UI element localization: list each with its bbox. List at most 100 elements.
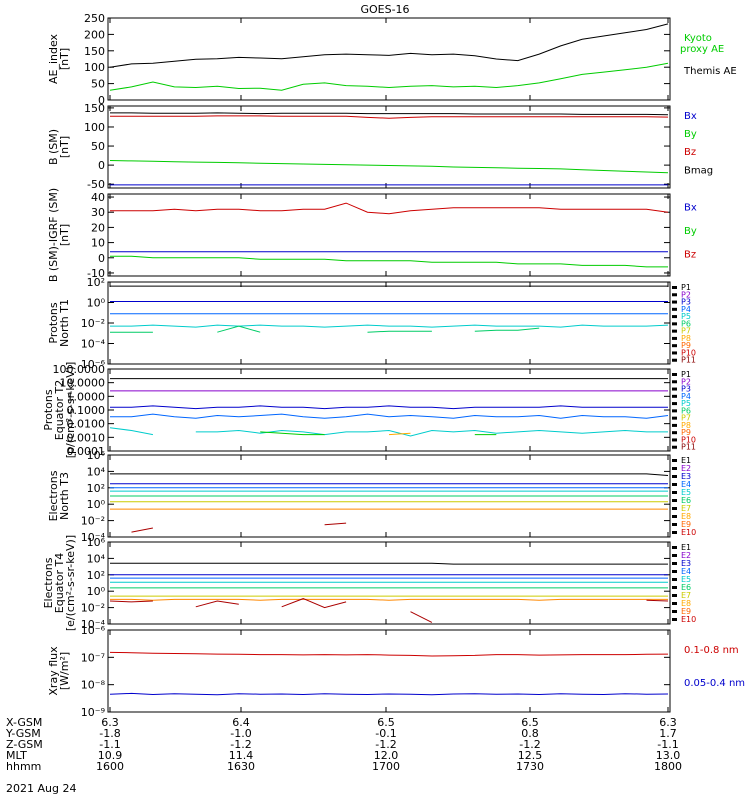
legend-swatch [672, 431, 677, 435]
footer-row-value: -1.8 [99, 727, 120, 740]
legend-swatch [672, 438, 677, 442]
y-axis-label-line: [nT] [58, 136, 71, 158]
legend-swatch [672, 380, 677, 384]
y-axis-label: B (SM)-IGRF (SM)[nT] [47, 188, 71, 282]
legend-swatch [672, 445, 677, 449]
legend-entry: E5 [681, 488, 691, 497]
legend-swatch [672, 507, 677, 510]
legend-entry-line: Bmag [684, 165, 713, 176]
legend-swatch [672, 344, 677, 348]
panel-frame [107, 193, 671, 277]
ytick-label: 10⁴ [87, 552, 106, 565]
footer-row-label: MLT [6, 749, 27, 762]
series-line-0 [110, 202, 669, 215]
y-axis-label-line: North T1 [58, 299, 71, 347]
legend-swatch [672, 570, 677, 573]
ytick-label: 10⁻⁴ [81, 531, 106, 544]
legend-entry: E4 [681, 567, 691, 576]
ytick-label: 100 [84, 61, 105, 74]
series-line-1 [109, 692, 669, 696]
footer-row-label: hhmm [6, 760, 41, 773]
ytick-label: -10 [87, 267, 105, 280]
panel-electrons_t4: 10⁻⁴ 10⁻² 10⁰ 10² 10⁴ 10⁶ ElectronsEquator T4[… [42, 535, 696, 631]
legend-entry: P7 [681, 327, 691, 336]
legend-entry: P7 [681, 414, 691, 423]
y-axis-label: B (SM)[nT] [47, 129, 71, 165]
panel-frame [107, 17, 671, 101]
series-line-5 [260, 431, 497, 436]
legend-entry: P11 [681, 356, 696, 365]
legend-entry: 0.05-0.4 nm [684, 678, 745, 689]
ytick-label: 10 [91, 237, 105, 250]
panel-frame [107, 454, 671, 538]
footer-row-value: 13.0 [656, 749, 681, 762]
legend-entry: E2 [681, 464, 691, 473]
legend-entry: P3 [681, 298, 691, 307]
legend-entry: E6 [681, 583, 691, 592]
y-axis-label-line: Protons [42, 389, 55, 430]
panel-frame [107, 281, 671, 365]
footer-row-value: 6.4 [232, 716, 250, 729]
y-axis-label-line: [p/(cm²-s-sr-keV)] [64, 362, 77, 459]
legend-entry-line: Bz [684, 147, 696, 158]
legend-entry: E7 [681, 504, 691, 513]
series-line-2 [110, 405, 668, 410]
ytick-label: 0 [98, 252, 105, 265]
legend-entry: E7 [681, 591, 691, 600]
y-axis-label: ProtonsNorth T1 [47, 299, 71, 347]
legend-entry: E8 [681, 599, 691, 608]
legend-entry: P10 [681, 348, 696, 357]
series-line-3 [110, 413, 669, 419]
legend-entry-line: Themis AE [683, 66, 737, 77]
ytick-label: 10⁻⁴ [81, 338, 106, 351]
panel-bsm: -50 0 50 100 150 B (SM)[nT] Bx By Bz Bmag [47, 102, 713, 191]
series-line-2 [109, 160, 669, 174]
legend-entry: Bmag [684, 165, 713, 176]
legend-entry: E3 [681, 472, 691, 481]
footer-row-value: -1.1 [657, 738, 678, 751]
legend-entry: P10 [681, 435, 696, 444]
y-axis-label-line: Electrons [42, 557, 55, 608]
legend-entry: E4 [681, 480, 691, 489]
ytick-label: 10² [87, 276, 105, 289]
legend-entry-line: Bx [684, 111, 697, 122]
legend-entry: E1 [681, 456, 691, 465]
legend-entry-line: 0.05-0.4 nm [684, 678, 745, 689]
footer-row-value: -1.1 [99, 738, 120, 751]
footer-row-value: 6.3 [659, 716, 677, 729]
legend-swatch [672, 307, 677, 311]
y-axis-label-line: B (SM) [47, 129, 60, 165]
y-axis-label: ProtonsEquator T2[p/(cm²-s-sr-keV)] [42, 362, 77, 459]
footer-row-value: 12.0 [374, 749, 399, 762]
legend-entry: E9 [681, 607, 691, 616]
legend-entry: E10 [681, 528, 696, 537]
ytick-label: 20 [91, 221, 105, 234]
footer-row-value: 6.5 [377, 716, 395, 729]
ytick-label: 10⁻⁷ [81, 651, 105, 664]
legend-entry: P8 [681, 334, 691, 343]
legend-swatch [672, 394, 677, 398]
ytick-label: 10⁶ [87, 536, 106, 549]
footer-row-value: 6.5 [521, 716, 539, 729]
footer-row-value: 1800 [654, 760, 682, 773]
legend-entry: E2 [681, 551, 691, 560]
footer-row-label: Y-GSM [5, 727, 41, 740]
legend-entry: P8 [681, 421, 691, 430]
y-axis-label-line: AE_index [47, 33, 60, 84]
ytick-label: 100.0000 [53, 363, 106, 376]
ytick-label: 0.0001 [67, 445, 106, 458]
series-line-0 [109, 23, 669, 68]
legend-entry-line: Bz [684, 249, 696, 260]
legend-entry-line: proxy AE [680, 44, 724, 55]
series-line-0 [110, 562, 668, 565]
legend-swatch [672, 578, 677, 581]
y-axis-label: ElectronsEquator T4[e/(cm²-s-sr-keV)] [42, 535, 77, 631]
y-axis-label-line: Equator T4 [53, 553, 66, 613]
footer-row-value: 1630 [227, 760, 255, 773]
legend-swatch [672, 373, 677, 376]
ytick-label: 30 [91, 206, 105, 219]
ytick-label: 50 [91, 78, 105, 91]
legend-entry: E6 [681, 496, 691, 505]
footer-row-label: Z-GSM [6, 738, 43, 751]
